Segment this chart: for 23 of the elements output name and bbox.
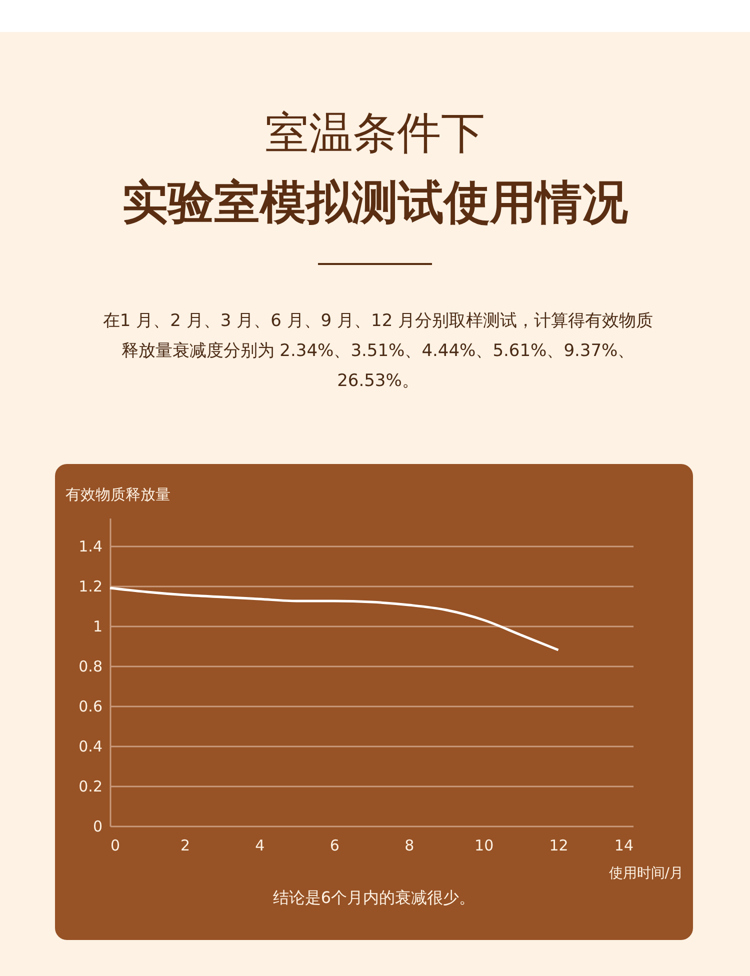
y-tick-label: 0.4 xyxy=(78,738,102,756)
x-tick-label: 0 xyxy=(110,836,120,854)
x-tick-label: 14 xyxy=(614,836,634,854)
x-axis-title: 使用时间/月 xyxy=(608,866,684,882)
y-tick-label: 0.8 xyxy=(78,658,102,676)
chart-subtitle: 实验室模拟测试使用情况 xyxy=(121,174,629,231)
x-tick-label: 12 xyxy=(549,836,568,854)
x-tick-label: 8 xyxy=(404,836,414,854)
y-tick-label: 0.2 xyxy=(78,778,102,796)
x-tick-label: 6 xyxy=(330,836,340,854)
line-series xyxy=(108,586,560,652)
x-tick-label: 4 xyxy=(255,836,265,854)
y-tick-label: 0.6 xyxy=(78,698,102,716)
text: 结论是6个月内的衰减很少。 xyxy=(272,888,476,909)
chart-title: 室温条件下 xyxy=(264,108,486,160)
y-axis-title: 有效物质释放量 xyxy=(66,486,170,504)
text: 在1 月、2 月、3 月、6 月、9 月、12 月分别取样测试，计算得有效物质释放量衰减度分别为 2.34%、3.51%、4.44%、5.61%、9.37%、26.53%。 xyxy=(102,310,654,393)
y-tick-label: 1 xyxy=(92,618,102,636)
y-tick-label: 1.2 xyxy=(78,578,102,596)
x-tick-label: 2 xyxy=(180,836,190,854)
x-tick-label: 10 xyxy=(474,836,494,854)
y-tick-label: 1.4 xyxy=(78,538,102,556)
y-tick-label: 0 xyxy=(92,818,102,836)
